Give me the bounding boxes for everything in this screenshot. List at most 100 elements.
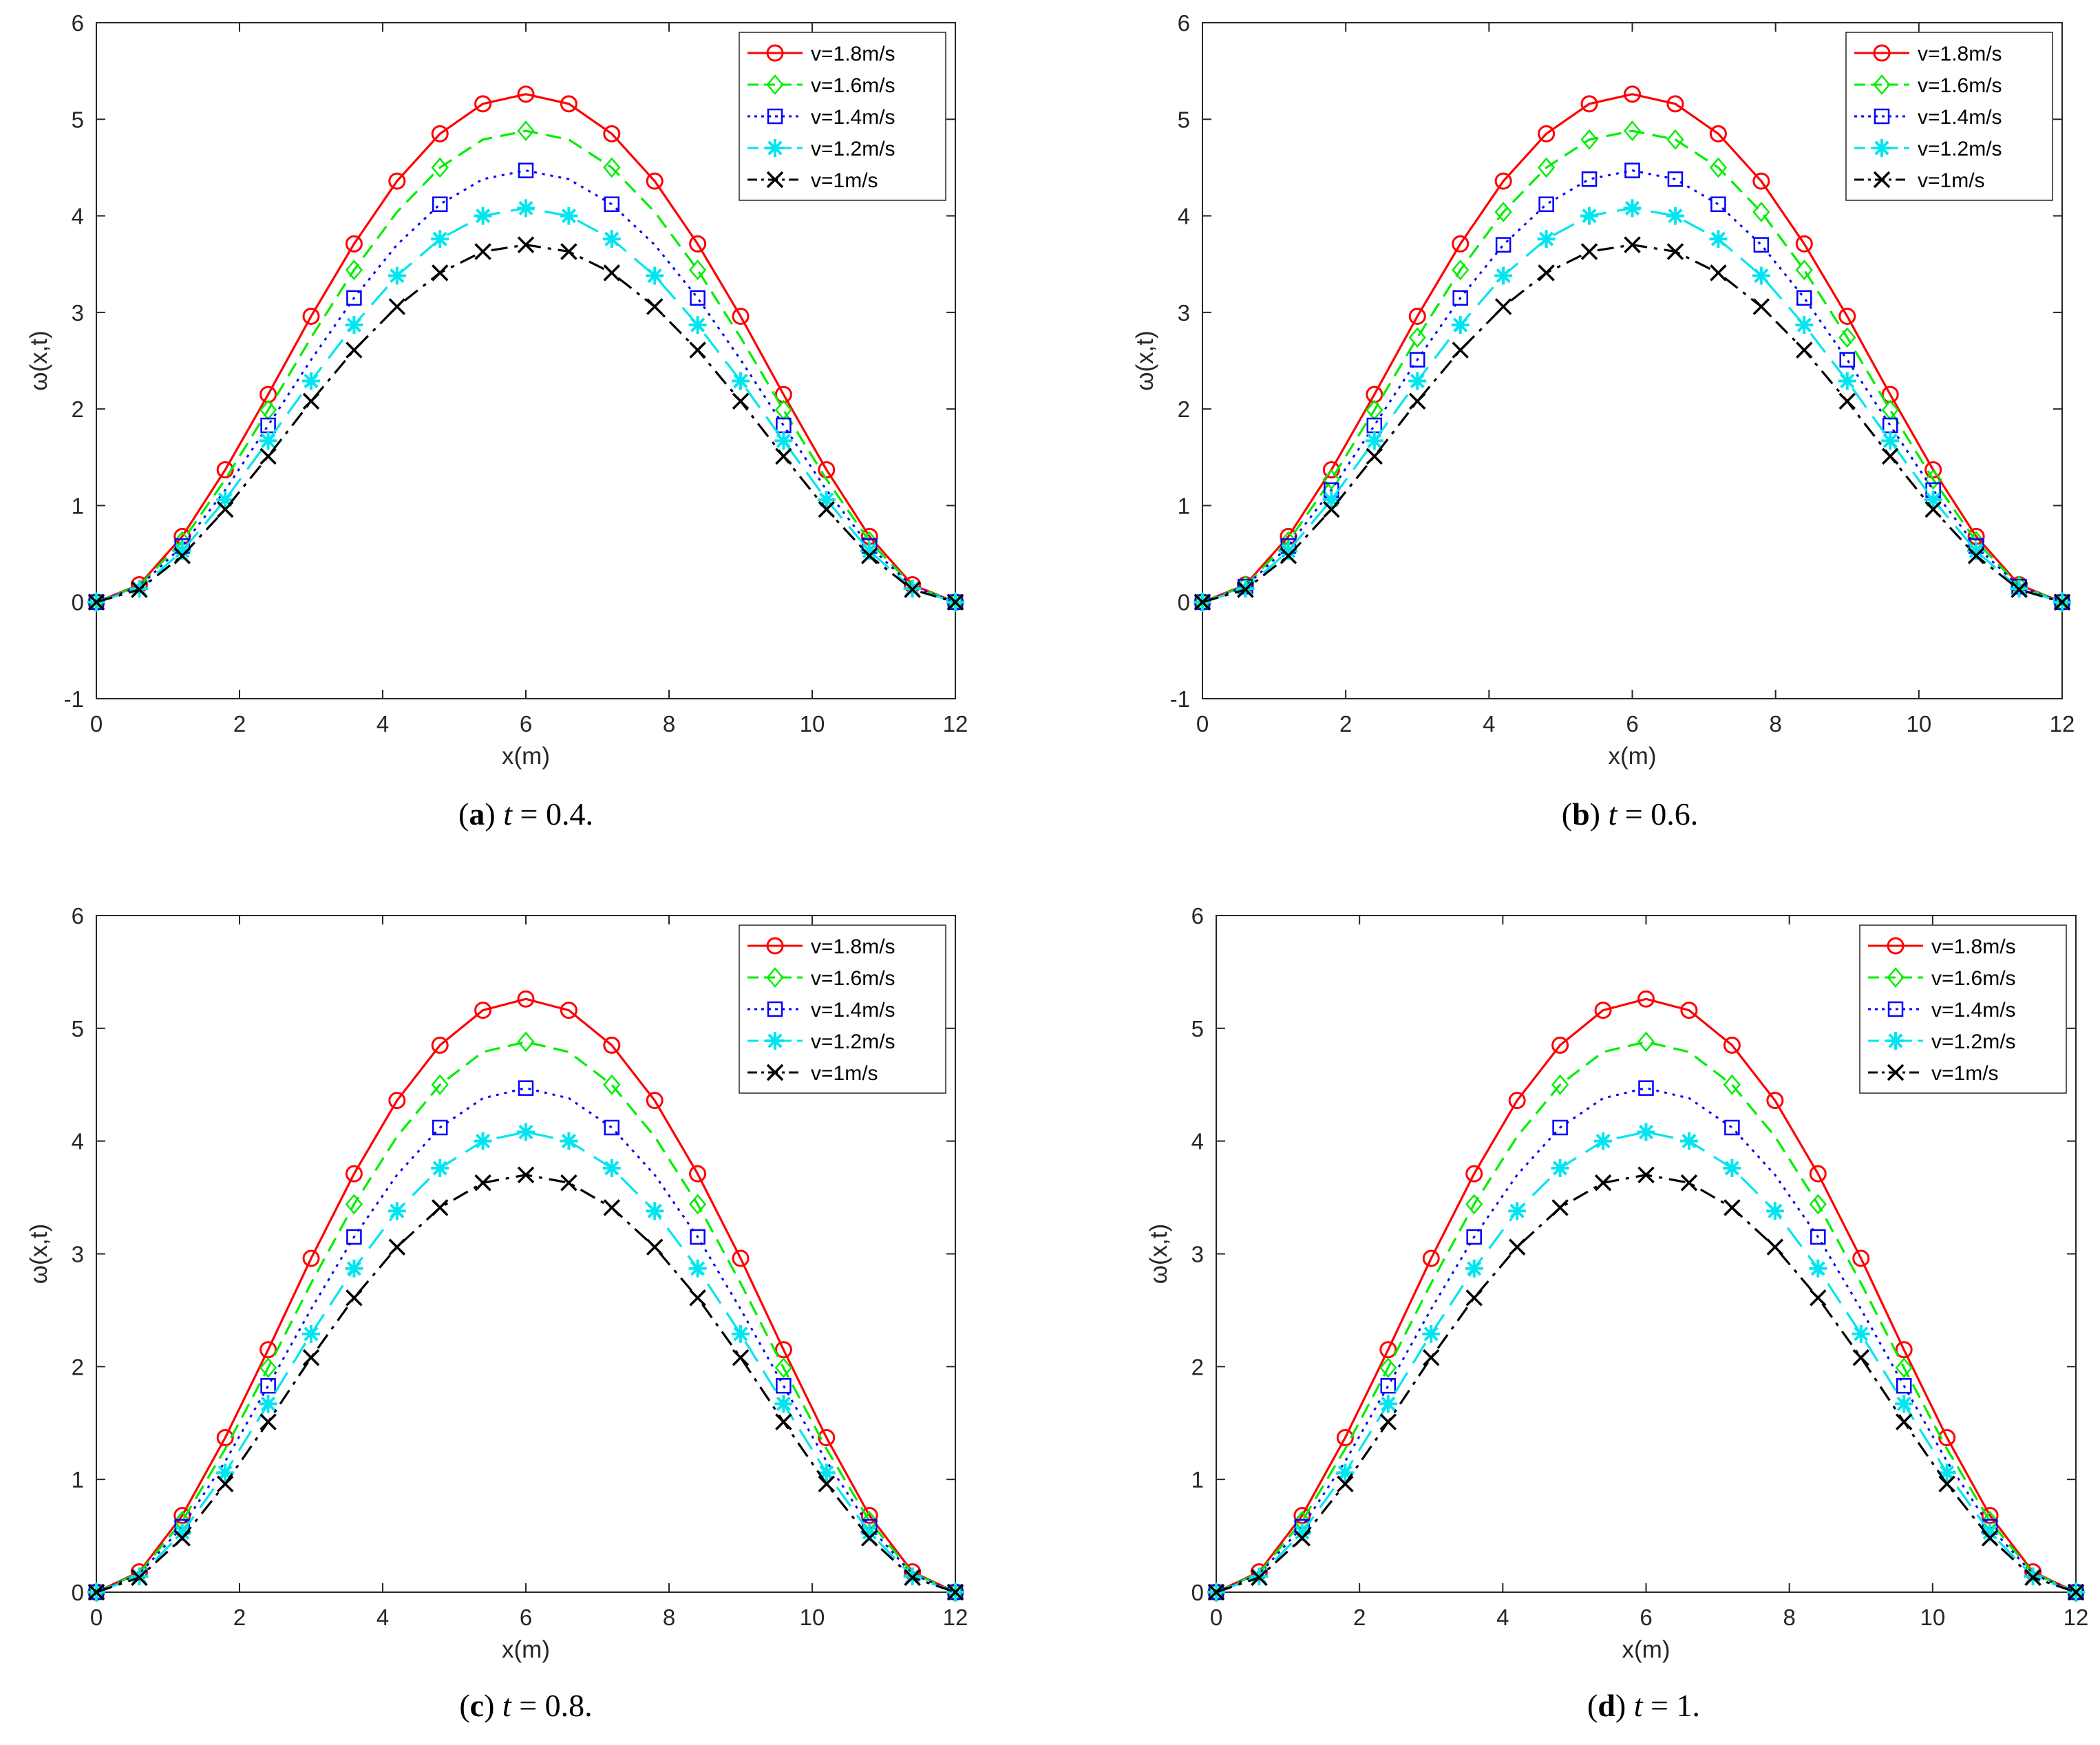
data-point — [1594, 1132, 1613, 1150]
legend-label: v=1.2m/s — [811, 138, 895, 160]
x-tick-label: 10 — [800, 1605, 825, 1630]
data-point — [1623, 120, 1642, 142]
legend-label: v=1m/s — [1918, 169, 1985, 192]
y-tick-label: 4 — [72, 1129, 84, 1154]
data-point — [1538, 125, 1556, 142]
data-point — [302, 1324, 320, 1343]
legend-label: v=1m/s — [811, 1062, 878, 1085]
data-point — [388, 172, 406, 190]
data-point — [259, 1395, 277, 1413]
x-tick-label: 8 — [1783, 1605, 1795, 1630]
data-point — [1379, 1413, 1397, 1430]
data-point — [560, 207, 578, 225]
caption-paren-close: ) — [1615, 1688, 1634, 1723]
data-point — [1881, 447, 1899, 465]
data-point — [216, 1429, 234, 1447]
y-tick-label: 3 — [72, 300, 84, 326]
legend-marker — [766, 74, 784, 95]
data-point — [1580, 95, 1598, 113]
data-point — [1895, 1395, 1913, 1413]
data-point — [1251, 1569, 1268, 1586]
data-point — [732, 1349, 750, 1366]
data-point — [1580, 129, 1598, 150]
x-tick-label: 4 — [376, 1605, 389, 1630]
caption-value: 0.6. — [1651, 796, 1698, 832]
data-point — [646, 1092, 664, 1110]
data-point — [1379, 1341, 1397, 1359]
data-point — [560, 95, 577, 113]
data-point — [388, 266, 406, 285]
data-point — [1538, 264, 1555, 282]
data-point — [1896, 1377, 1912, 1394]
data-point — [131, 581, 148, 598]
data-point — [1795, 235, 1813, 253]
data-point — [173, 542, 191, 560]
data-point — [646, 172, 664, 190]
data-point — [1637, 1031, 1655, 1053]
legend-label: v=1.8m/s — [811, 43, 895, 65]
data-point — [517, 1031, 535, 1053]
data-point — [1494, 202, 1512, 222]
data-point — [1623, 199, 1642, 218]
data-point — [1408, 372, 1427, 390]
x-tick-label: 2 — [1339, 711, 1352, 737]
legend-label: v=1.8m/s — [1931, 935, 2016, 958]
panel-caption: (c) t = 0.8. — [459, 1688, 592, 1723]
data-point — [646, 1238, 664, 1256]
y-tick-label: 6 — [1178, 10, 1190, 36]
data-point — [1852, 1349, 1869, 1366]
data-point — [517, 199, 535, 218]
caption-paren-close: ) — [484, 1688, 502, 1723]
y-tick-label: 4 — [1178, 204, 1190, 229]
data-point — [1337, 1475, 1354, 1492]
x-tick-label: 12 — [2050, 711, 2075, 737]
data-point — [1551, 1074, 1569, 1095]
x-tick-label: 4 — [1483, 711, 1495, 737]
data-point — [2053, 593, 2071, 611]
data-point — [860, 547, 878, 564]
data-point — [1810, 1229, 1826, 1245]
data-point — [1293, 1523, 1311, 1542]
data-point — [818, 1475, 836, 1492]
x-axis-label: x(m) — [502, 1636, 550, 1663]
data-point — [1967, 547, 1985, 564]
y-tick-label: 4 — [1191, 1129, 1204, 1154]
legend-label: v=1.6m/s — [811, 74, 895, 97]
legend-label: v=1.6m/s — [811, 967, 895, 990]
data-point — [173, 547, 191, 564]
data-point — [817, 491, 836, 509]
data-point — [1280, 547, 1297, 564]
data-point — [602, 230, 621, 248]
data-point — [346, 1229, 362, 1245]
data-point — [1624, 85, 1641, 103]
caption-variable: t — [1634, 1688, 1644, 1723]
data-point — [1838, 327, 1856, 348]
y-tick-label: 3 — [72, 1242, 84, 1267]
data-point — [1494, 298, 1512, 315]
data-point — [1637, 990, 1655, 1008]
data-point — [1452, 341, 1469, 359]
legend-label: v=1.2m/s — [811, 1030, 895, 1053]
legend-marker — [1887, 967, 1905, 988]
legend-label: v=1.2m/s — [1918, 138, 2002, 160]
data-point — [1709, 125, 1727, 142]
data-point — [946, 593, 964, 611]
data-point — [774, 1341, 792, 1359]
data-point — [1838, 392, 1856, 410]
legend-marker — [1873, 44, 1891, 62]
series-line — [96, 997, 956, 1594]
data-point — [1379, 1357, 1397, 1378]
data-point — [1594, 1174, 1612, 1192]
data-point — [346, 341, 363, 359]
data-point — [1495, 237, 1512, 253]
y-tick-label: 2 — [1178, 396, 1190, 422]
legend-marker — [1887, 937, 1905, 955]
data-point — [560, 243, 577, 260]
data-point — [1551, 1036, 1569, 1054]
data-point — [689, 1165, 707, 1183]
caption-equals: = — [1643, 1688, 1677, 1723]
y-axis-label: ω(x,t) — [1145, 1224, 1172, 1284]
data-point — [1551, 1199, 1569, 1216]
x-tick-label: 8 — [663, 1605, 675, 1630]
legend-label: v=1.4m/s — [1931, 999, 2016, 1022]
